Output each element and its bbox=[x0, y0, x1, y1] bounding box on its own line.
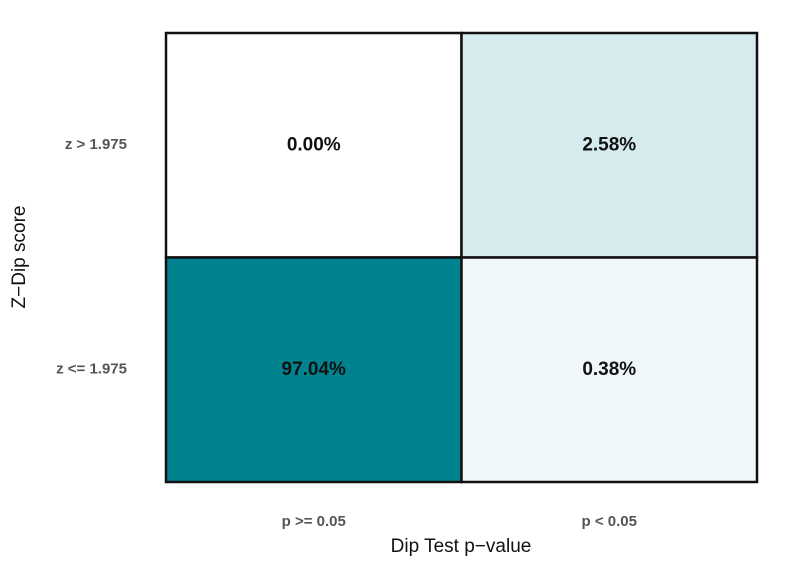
y-tick-label: z > 1.975 bbox=[65, 136, 127, 153]
x-tick-label: p < 0.05 bbox=[582, 513, 637, 530]
heatmap-cell bbox=[164, 31, 463, 259]
heatmap-cell bbox=[460, 256, 759, 484]
y-tick-label: z <= 1.975 bbox=[56, 361, 127, 378]
x-tick-label: p >= 0.05 bbox=[282, 513, 346, 530]
cell-label: 0.00% bbox=[287, 134, 341, 155]
cell-label: 2.58% bbox=[582, 134, 636, 155]
x-axis-title: Dip Test p−value bbox=[391, 536, 532, 557]
y-axis-title: Z−Dip score bbox=[9, 206, 30, 309]
heatmap-cell bbox=[460, 31, 759, 259]
cell-label: 97.04% bbox=[282, 359, 347, 380]
heatmap-cell bbox=[164, 256, 463, 484]
cell-label: 0.38% bbox=[582, 359, 636, 380]
